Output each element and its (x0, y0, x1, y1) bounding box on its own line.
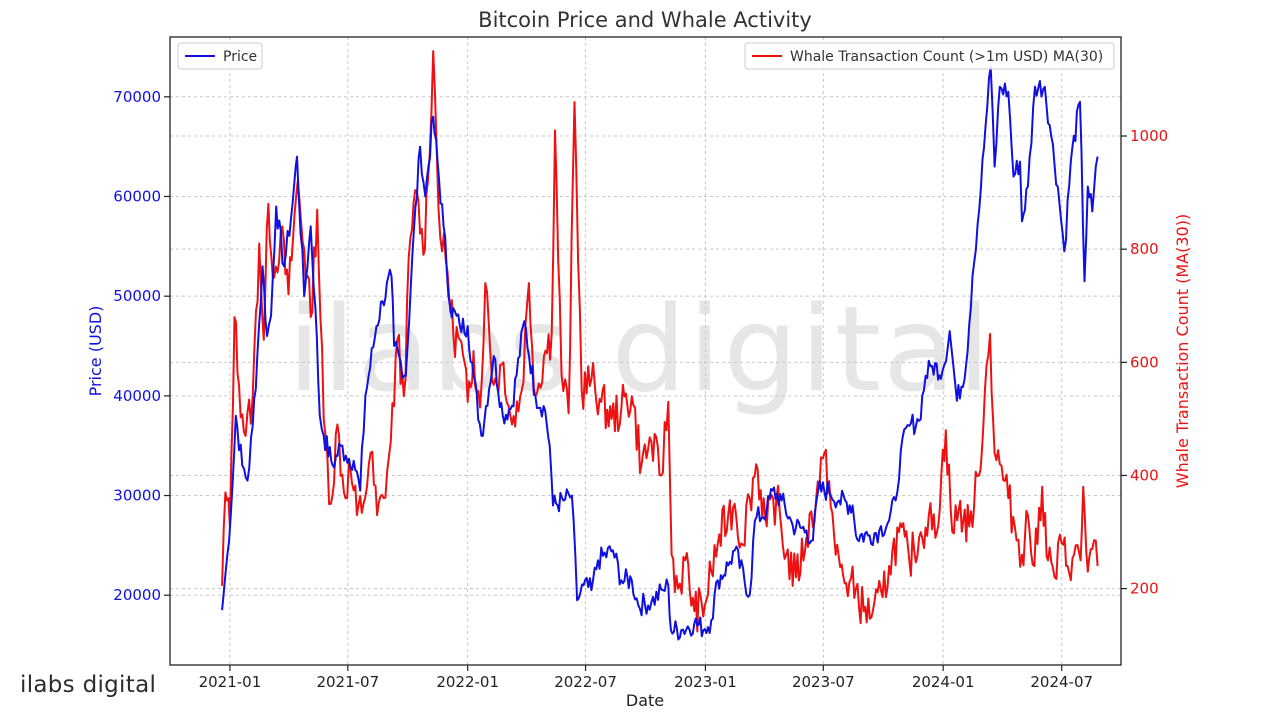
legend-whale: Whale Transaction Count (>1m USD) MA(30) (744, 42, 1115, 70)
y-axis-left: 20000 30000 40000 50000 60000 70000 (113, 88, 170, 604)
y-left-tick-label: 20000 (113, 586, 161, 604)
y-right-tick-label: 600 (1130, 353, 1159, 371)
price-line (221, 65, 1099, 641)
y-right-tick-label: 400 (1130, 466, 1159, 484)
y-right-tick-label: 800 (1130, 240, 1159, 258)
chart-title: Bitcoin Price and Whale Activity (478, 8, 812, 32)
legend-price-label: Price (223, 49, 257, 65)
legend-whale-box (744, 42, 1115, 70)
x-tick-label: 2021-07 (316, 673, 379, 691)
plot-frame (169, 36, 1122, 666)
legend-price-box (177, 42, 263, 70)
x-tick-label: 2022-01 (436, 673, 499, 691)
x-axis: 2021-01 2021-07 2022-01 2022-07 2023-01 2023-… (199, 665, 1093, 691)
x-axis-label: Date (626, 691, 664, 710)
x-tick-label: 2021-01 (199, 673, 262, 691)
x-tick-label: 2024-01 (912, 673, 975, 691)
y-left-tick-label: 50000 (113, 287, 161, 305)
grid (170, 37, 1121, 665)
y-axis-right-label: Whale Transaction Count (MA(30)) (1173, 214, 1192, 488)
y-right-tick-label: 1000 (1130, 127, 1168, 145)
y-left-tick-label: 40000 (113, 387, 161, 405)
brand-logo: ilabs digital (20, 672, 157, 698)
x-tick-label: 2023-01 (674, 673, 737, 691)
legend-price: Price (177, 42, 263, 70)
x-tick-label: 2024-07 (1030, 673, 1093, 691)
y-axis-left-label: Price (USD) (86, 306, 105, 397)
x-tick-label: 2023-07 (792, 673, 855, 691)
series-layer (221, 50, 1099, 641)
x-tick-label: 2022-07 (554, 673, 617, 691)
legend-whale-label: Whale Transaction Count (>1m USD) MA(30) (790, 49, 1103, 65)
y-left-tick-label: 30000 (113, 487, 161, 505)
y-axis-right: 200 400 600 800 1000 (1121, 127, 1168, 598)
y-left-tick-label: 70000 (113, 88, 161, 106)
whale-line (221, 50, 1099, 633)
y-left-tick-label: 60000 (113, 187, 161, 205)
y-right-tick-label: 200 (1130, 580, 1159, 598)
